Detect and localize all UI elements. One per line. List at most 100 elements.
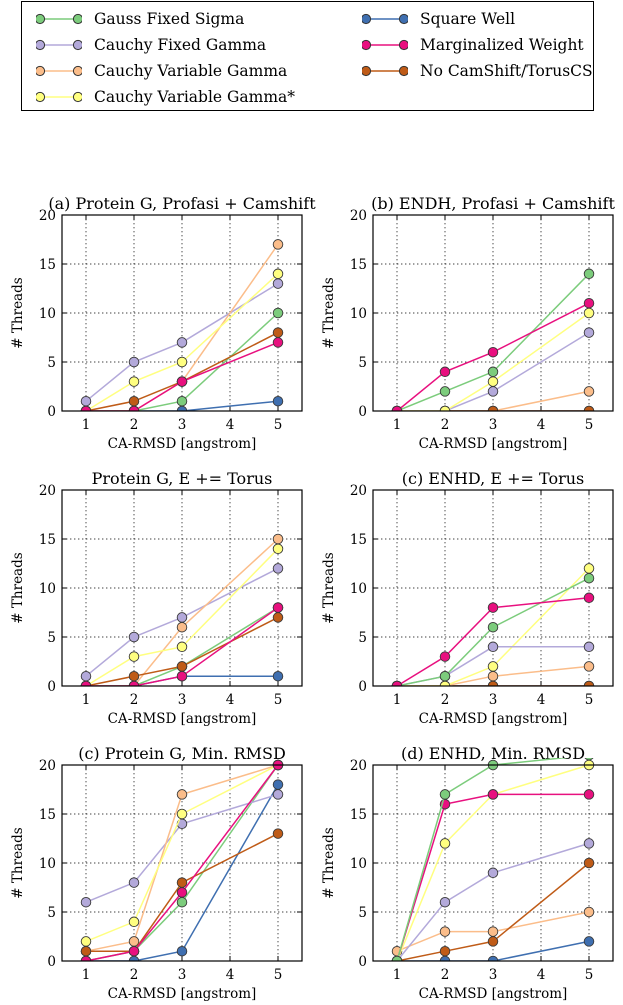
y-tick-label: 15 (39, 807, 56, 823)
y-tick-label: 0 (47, 954, 56, 970)
x-tick-label: 3 (489, 967, 498, 983)
y-tick-label: 15 (39, 257, 56, 273)
y-axis-label: # Threads (321, 827, 337, 898)
series-line-no-camshift-toruscs (396, 862, 590, 961)
x-tick-label: 2 (130, 692, 139, 708)
chart-title: (a) Protein G, Profasi + Camshift (48, 194, 316, 213)
series-line-cauchy-fixed-gamma (85, 567, 279, 677)
legend-label: Square Well (420, 10, 516, 28)
chart-panel-5: 1 2 3 4 5 0 5 10 15 20 (c) Protein G, Min. RMSD CA-… (10, 744, 303, 1002)
y-tick-label: 5 (358, 355, 367, 371)
y-tick-label: 15 (350, 807, 367, 823)
series-line-gauss-fixed-sigma (396, 758, 569, 961)
series-line-gauss-fixed-sigma (86, 606, 279, 686)
x-tick-label: 5 (274, 417, 283, 433)
data-point-cauchy-variable-gamma (272, 239, 284, 250)
data-point-no-camshift-toruscs (272, 327, 284, 338)
data-point-cauchy-fixed-gamma (272, 278, 284, 289)
x-axis-label: CA-RMSD [angstrom] (419, 711, 568, 727)
data-point-cauchy-fixed-gamma (80, 896, 92, 908)
series-line-square-well (86, 784, 279, 961)
y-tick-label: 10 (39, 581, 56, 597)
y-axis-label: # Threads (321, 277, 337, 348)
legend-swatch-icon (36, 39, 82, 51)
data-point-cauchy-variable-gamma (583, 386, 595, 397)
data-point-marginalized-weight (128, 945, 140, 957)
y-tick-label: 20 (350, 483, 367, 499)
series-line-cauchy-variable-gamma (86, 538, 279, 686)
data-point-cauchy-variable-gamma (487, 670, 499, 682)
data-point-cauchy-fixed-gamma (487, 386, 499, 397)
data-point-cauchy-fixed-gamma (583, 641, 595, 653)
data-point-cauchy-variable-gamma (487, 661, 499, 672)
data-point-gauss-fixed-sigma (439, 789, 451, 800)
x-tick-label: 4 (537, 417, 546, 433)
x-axis-label: CA-RMSD [angstrom] (108, 986, 257, 1002)
data-point-no-camshift-toruscs (272, 828, 284, 839)
series-group (391, 268, 595, 411)
data-point-no-camshift-toruscs (176, 877, 188, 888)
y-tick-label: 0 (47, 679, 56, 695)
y-tick-label: 10 (350, 581, 367, 597)
data-point-gauss-fixed-sigma (176, 395, 188, 407)
data-point-cauchy-variable-gamma (176, 356, 188, 368)
data-point-cauchy-fixed-gamma (583, 327, 595, 338)
legend-entry-gauss-fixed-sigma: Gauss Fixed Sigma (36, 7, 244, 31)
chart-title: Protein G, E += Torus (92, 469, 273, 488)
data-point-marginalized-weight (80, 955, 92, 961)
x-tick-label: 1 (82, 692, 91, 708)
data-point-cauchy-fixed-gamma (176, 337, 188, 348)
data-point-no-camshift-toruscs (487, 936, 499, 947)
legend-label: No CamShift/TorusCS (420, 62, 593, 80)
data-point-square-well (583, 936, 595, 947)
x-axis-label: CA-RMSD [angstrom] (108, 436, 257, 452)
data-point-gauss-fixed-sigma (487, 621, 499, 633)
y-tick-label: 10 (39, 856, 56, 872)
data-point-square-well (272, 395, 284, 407)
series-line-marginalized-weight (86, 606, 279, 686)
data-point-cauchy-variable-gamma (583, 563, 595, 574)
y-tick-label: 15 (350, 257, 367, 273)
data-point-cauchy-fixed-gamma (128, 356, 140, 368)
data-point-cauchy-variable-gamma (439, 926, 451, 937)
series-line-cauchy-variable-gamma (85, 548, 279, 686)
data-point-cauchy-fixed-gamma (128, 877, 140, 888)
y-axis-label: # Threads (321, 552, 337, 623)
series-line-no-camshift-toruscs (85, 331, 279, 411)
data-point-no-camshift-toruscs (583, 680, 595, 686)
plot-frame (372, 489, 614, 687)
y-tick-label: 20 (39, 758, 56, 774)
x-tick-label: 5 (274, 967, 283, 983)
data-point-cauchy-variable-gamma (176, 789, 188, 800)
data-point-no-camshift-toruscs (439, 945, 451, 957)
chart-title: (c) Protein G, Min. RMSD (78, 744, 286, 763)
data-point-marginalized-weight (128, 680, 140, 686)
data-point-no-camshift-toruscs (128, 395, 140, 407)
series-line-cauchy-variable-gamma (85, 764, 279, 943)
series-line-marginalized-weight (396, 793, 589, 961)
y-tick-label: 20 (39, 483, 56, 499)
series-group (391, 563, 595, 686)
y-tick-label: 10 (39, 306, 56, 322)
x-tick-label: 3 (178, 417, 187, 433)
data-point-cauchy-variable-gamma (128, 376, 140, 387)
x-tick-label: 1 (393, 417, 402, 433)
data-point-gauss-fixed-sigma (583, 268, 595, 280)
data-point-marginalized-weight (80, 680, 92, 686)
data-point-cauchy-variable-gamma (128, 651, 140, 662)
x-tick-label: 3 (489, 692, 498, 708)
y-axis-label: # Threads (10, 277, 26, 348)
legend-swatch-icon (362, 39, 408, 51)
data-point-marginalized-weight (391, 680, 403, 686)
x-tick-label: 2 (441, 417, 450, 433)
legend-swatch-icon (362, 65, 408, 77)
x-tick-label: 2 (441, 967, 450, 983)
data-point-cauchy-fixed-gamma (272, 789, 284, 800)
plot-frame (61, 764, 303, 962)
legend-swatch-icon (36, 13, 82, 25)
x-tick-label: 3 (178, 967, 187, 983)
data-point-cauchy-variable-gamma (439, 405, 451, 411)
chart-title: (b) ENDH, Profasi + Camshift (371, 194, 615, 213)
x-tick-label: 4 (537, 692, 546, 708)
data-point-marginalized-weight (272, 337, 284, 348)
